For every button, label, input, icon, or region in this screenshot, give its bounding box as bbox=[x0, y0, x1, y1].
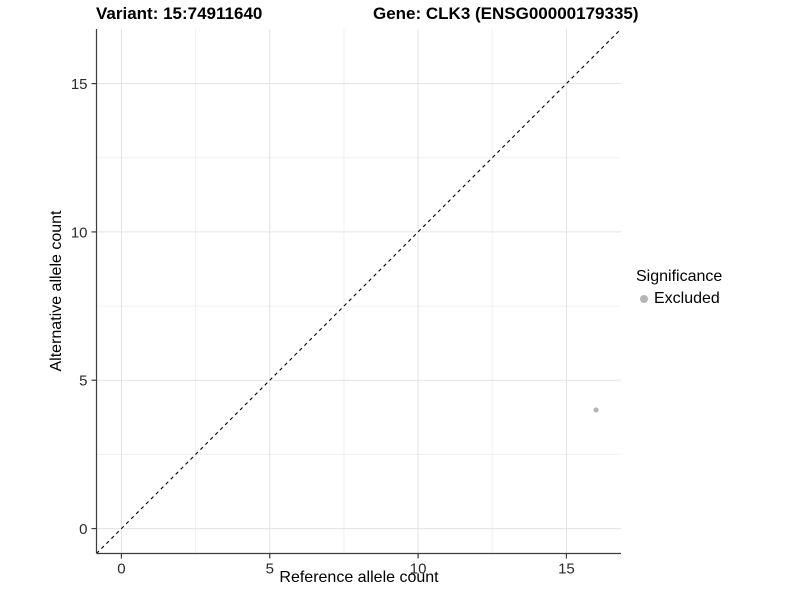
legend-item-excluded: Excluded bbox=[636, 289, 722, 309]
legend-point-icon bbox=[640, 295, 648, 303]
variant-title: Variant: 15:74911640 bbox=[96, 4, 263, 23]
x-tick-label: 0 bbox=[117, 561, 125, 578]
x-tick-label: 10 bbox=[410, 561, 427, 578]
x-axis-title: Reference allele count bbox=[279, 569, 439, 586]
y-tick-label: 10 bbox=[71, 224, 88, 241]
y-tick-label: 0 bbox=[79, 521, 87, 538]
x-tick-label: 5 bbox=[266, 561, 274, 578]
y-tick-label: 15 bbox=[71, 76, 88, 93]
x-tick-label: 15 bbox=[558, 561, 575, 578]
legend-title: Significance bbox=[636, 268, 723, 285]
y-tick-label: 5 bbox=[79, 373, 87, 390]
legend: Significance Excluded bbox=[636, 267, 722, 309]
identity-line bbox=[96, 28, 622, 554]
gene-title: Gene: CLK3 (ENSG00000179335) bbox=[373, 4, 639, 23]
legend-item-label: Excluded bbox=[654, 290, 720, 307]
data-point bbox=[593, 407, 599, 413]
